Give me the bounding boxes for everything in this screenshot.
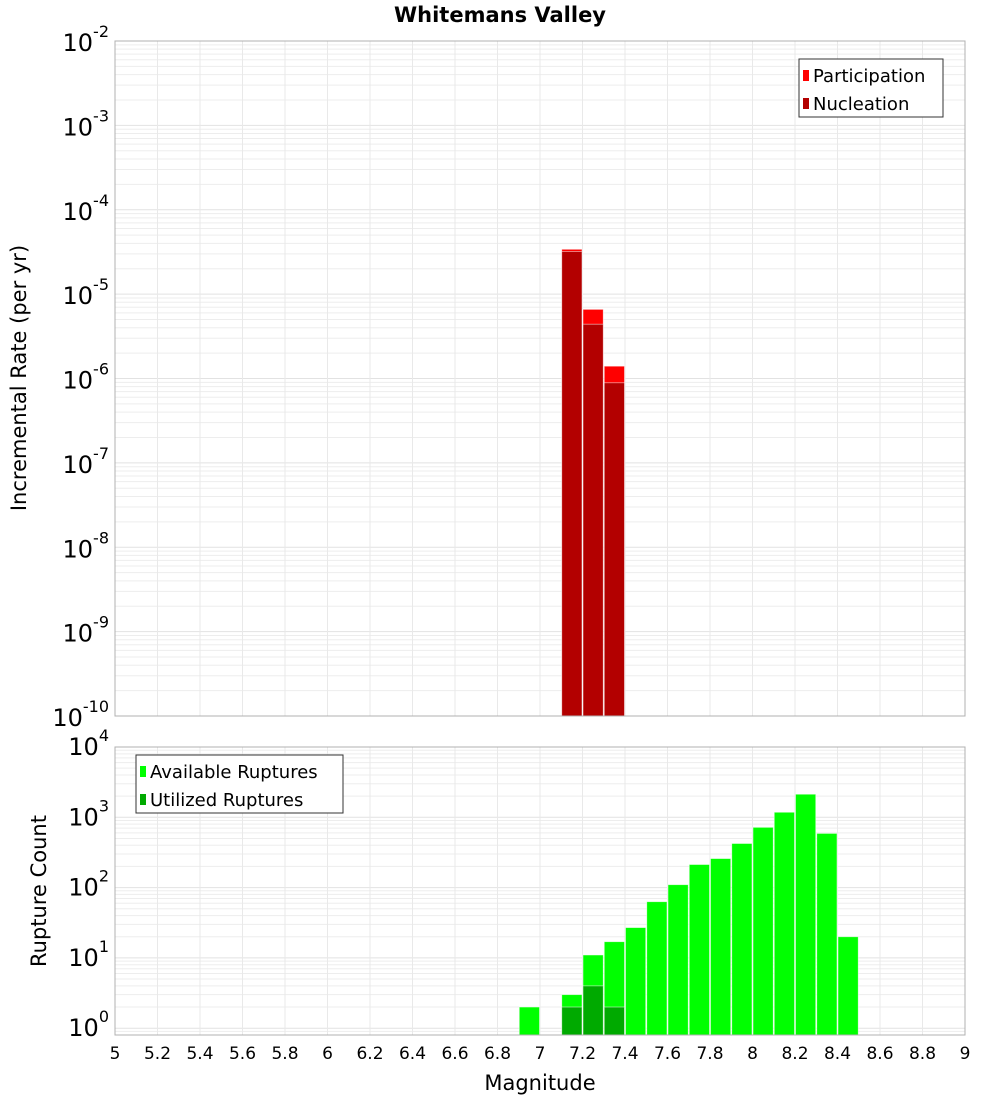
x-tick-label: 9: [960, 1044, 971, 1064]
y-tick-label: 10-2: [63, 22, 110, 57]
top-plot: 10-10 10-9 10-8 10-7 10-6 10-5 10-4 10-3 10-2 Par…: [52, 22, 966, 732]
x-tick-label: 6.6: [441, 1044, 468, 1064]
y-tick-label: 102: [68, 867, 109, 902]
bar-available-ruptures: [518, 1006, 540, 1036]
bar-utilized-ruptures: [603, 1006, 625, 1036]
x-tick-label: 8.2: [781, 1044, 808, 1064]
bottom-y-axis-label: Rupture Count: [27, 815, 51, 967]
legend-label: Nucleation: [813, 94, 909, 115]
legend-swatch: [140, 766, 146, 777]
y-tick-label: 10-10: [52, 697, 109, 732]
x-tick-label: 7.8: [696, 1044, 723, 1064]
plot-frame: [114, 746, 966, 1036]
top-y-axis-label: Incremental Rate (per yr): [7, 245, 31, 511]
x-tick-label: 5: [110, 1044, 121, 1064]
bar-utilized-ruptures: [561, 1006, 583, 1036]
y-tick-label: 104: [68, 726, 109, 761]
bar-utilized-ruptures: [582, 985, 604, 1036]
bar-available-ruptures: [667, 884, 689, 1036]
legend-swatch: [803, 70, 809, 81]
x-tick-label: 5.2: [144, 1044, 171, 1064]
x-tick-label: 8: [747, 1044, 758, 1064]
bar-available-ruptures: [710, 858, 732, 1036]
bar-available-ruptures: [837, 936, 859, 1036]
y-tick-label: 10-7: [63, 444, 110, 479]
y-tick-label: 10-8: [63, 528, 110, 563]
bar-available-ruptures: [688, 864, 710, 1036]
chart-title: Whitemans Valley: [394, 3, 606, 27]
x-tick-label: 7.6: [654, 1044, 681, 1064]
x-tick-label: 6.2: [356, 1044, 383, 1064]
y-tick-label: 10-9: [63, 613, 110, 648]
bar-nucleation: [603, 382, 625, 717]
y-tick-label: 10-3: [63, 106, 110, 141]
x-tick-label: 7: [535, 1044, 546, 1064]
y-tick-label: 10-5: [63, 275, 110, 310]
x-tick-label: 8.6: [866, 1044, 893, 1064]
legend-swatch: [803, 98, 809, 109]
bar-available-ruptures: [795, 793, 817, 1036]
x-tick-label: 7.2: [569, 1044, 596, 1064]
bar-nucleation: [561, 251, 583, 717]
x-tick-label: 6: [322, 1044, 333, 1064]
x-tick-label: 5.6: [229, 1044, 256, 1064]
bar-available-ruptures: [625, 927, 647, 1036]
legend-label: Utilized Ruptures: [150, 790, 303, 811]
legend-box: [135, 754, 344, 814]
x-axis-label: Magnitude: [484, 1071, 595, 1095]
bar-available-ruptures: [731, 843, 753, 1036]
bar-available-ruptures: [752, 826, 774, 1036]
legend-swatch: [140, 794, 146, 805]
y-tick-label: 10-4: [63, 191, 110, 226]
x-tick-label: 5.8: [271, 1044, 298, 1064]
legend-label: Available Ruptures: [150, 762, 318, 783]
bar-nucleation: [582, 323, 604, 717]
x-tick-label: 8.8: [909, 1044, 936, 1064]
bar-available-ruptures: [816, 833, 838, 1036]
x-tick-label: 5.4: [186, 1044, 213, 1064]
legend-label: Participation: [813, 66, 925, 87]
plot-frame: [114, 40, 966, 717]
bottom-plot: 100 101 102 103 104 Available Ruptures Utilize…: [68, 726, 970, 1064]
y-tick-label: 103: [68, 796, 109, 831]
legend-box: [798, 58, 944, 118]
y-tick-label: 100: [68, 1007, 109, 1042]
y-tick-label: 10-6: [63, 360, 110, 395]
y-tick-label: 101: [68, 937, 109, 972]
x-tick-label: 8.4: [824, 1044, 851, 1064]
bar-available-ruptures: [773, 811, 795, 1036]
x-tick-label: 6.4: [399, 1044, 426, 1064]
x-tick-label: 7.4: [611, 1044, 638, 1064]
bar-available-ruptures: [646, 901, 668, 1036]
x-tick-label: 6.8: [484, 1044, 511, 1064]
